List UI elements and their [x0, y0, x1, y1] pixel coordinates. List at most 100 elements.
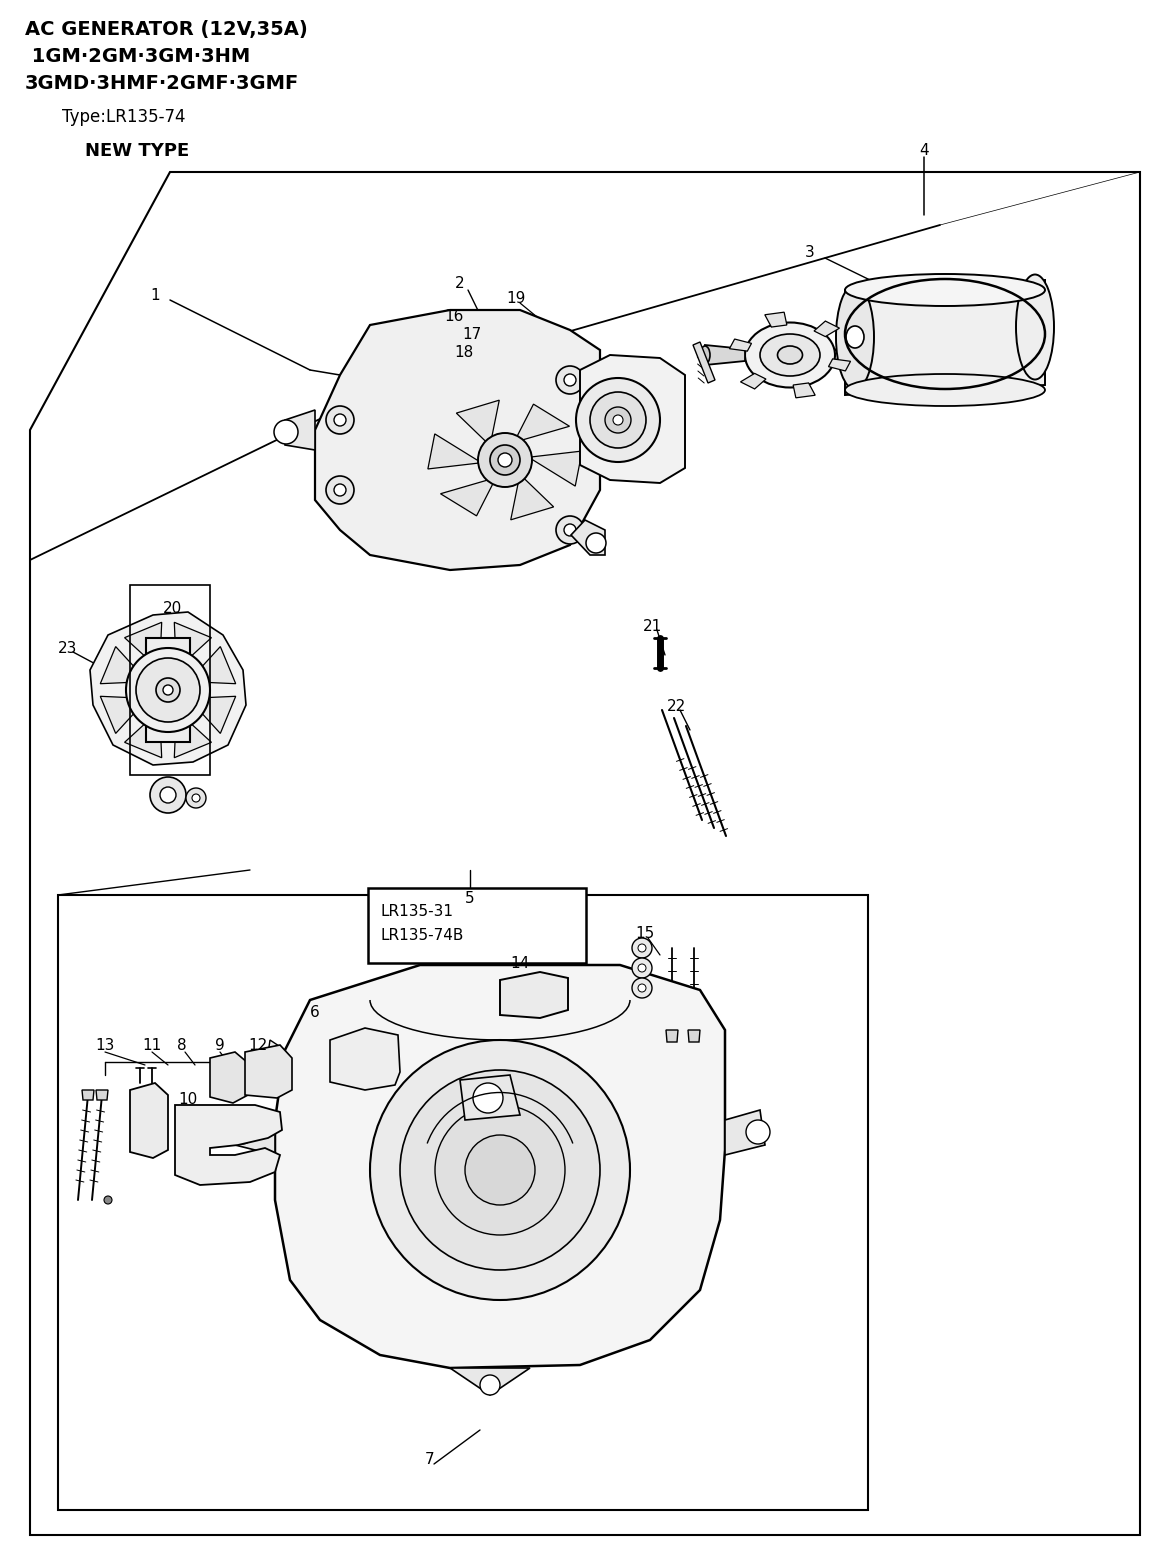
Text: 3: 3	[805, 245, 815, 259]
Polygon shape	[235, 1111, 275, 1155]
Ellipse shape	[846, 326, 864, 347]
Circle shape	[326, 476, 354, 504]
Circle shape	[564, 524, 576, 537]
Circle shape	[478, 433, 532, 487]
Polygon shape	[450, 1368, 531, 1394]
Polygon shape	[210, 1052, 248, 1103]
Circle shape	[498, 453, 512, 467]
Polygon shape	[724, 1111, 765, 1155]
Text: 20: 20	[163, 600, 181, 616]
Circle shape	[586, 534, 606, 554]
Ellipse shape	[1016, 275, 1054, 380]
Polygon shape	[91, 613, 246, 765]
Circle shape	[104, 1196, 111, 1204]
Circle shape	[192, 794, 200, 802]
Polygon shape	[124, 710, 161, 758]
Text: 14: 14	[511, 955, 529, 971]
Text: 12: 12	[248, 1039, 268, 1053]
Text: 2: 2	[455, 276, 464, 290]
Polygon shape	[174, 622, 211, 670]
Circle shape	[632, 959, 652, 979]
Circle shape	[274, 420, 298, 444]
Polygon shape	[124, 622, 161, 670]
Circle shape	[639, 983, 646, 993]
Polygon shape	[460, 1075, 520, 1120]
Text: 5: 5	[466, 890, 475, 906]
Polygon shape	[765, 312, 787, 327]
Text: 9: 9	[215, 1039, 225, 1053]
Circle shape	[147, 670, 188, 710]
Bar	[368, 889, 586, 963]
Text: 13: 13	[95, 1039, 115, 1053]
Polygon shape	[330, 1028, 401, 1090]
Ellipse shape	[778, 346, 802, 364]
Polygon shape	[175, 1104, 282, 1185]
Circle shape	[127, 648, 210, 732]
Circle shape	[556, 516, 584, 544]
Text: 8: 8	[178, 1039, 187, 1053]
Circle shape	[370, 1041, 630, 1300]
Text: Type:LR135-74: Type:LR135-74	[62, 109, 186, 126]
Text: 10: 10	[179, 1092, 197, 1107]
Circle shape	[473, 1083, 503, 1114]
Text: AC GENERATOR (12V,35A): AC GENERATOR (12V,35A)	[26, 20, 308, 39]
Circle shape	[564, 374, 576, 386]
Text: 19: 19	[506, 290, 526, 306]
Text: 18: 18	[454, 344, 474, 360]
Polygon shape	[284, 409, 315, 450]
Text: 11: 11	[143, 1039, 161, 1053]
Polygon shape	[265, 1041, 284, 1083]
Circle shape	[556, 366, 584, 394]
Polygon shape	[693, 343, 715, 383]
Circle shape	[160, 786, 176, 803]
Ellipse shape	[845, 275, 1045, 306]
Circle shape	[632, 979, 652, 997]
Circle shape	[401, 1070, 600, 1270]
Ellipse shape	[700, 346, 711, 364]
Text: LR135-74B: LR135-74B	[380, 927, 463, 943]
Polygon shape	[580, 355, 685, 482]
Circle shape	[326, 406, 354, 434]
Polygon shape	[428, 434, 505, 468]
Circle shape	[490, 445, 520, 475]
Polygon shape	[729, 340, 751, 351]
Text: NEW TYPE: NEW TYPE	[85, 143, 189, 160]
Circle shape	[230, 1120, 254, 1145]
Polygon shape	[275, 965, 724, 1368]
Polygon shape	[505, 461, 554, 520]
Polygon shape	[688, 1030, 700, 1042]
Circle shape	[136, 658, 200, 723]
Polygon shape	[82, 1090, 94, 1100]
Polygon shape	[666, 1030, 678, 1042]
Polygon shape	[845, 281, 1045, 396]
Text: 17: 17	[462, 327, 482, 341]
Circle shape	[163, 686, 173, 695]
Polygon shape	[188, 696, 236, 734]
Polygon shape	[505, 451, 582, 485]
Polygon shape	[100, 647, 147, 684]
Circle shape	[186, 788, 205, 808]
Ellipse shape	[760, 333, 820, 375]
Circle shape	[160, 682, 176, 698]
Polygon shape	[829, 358, 851, 371]
Circle shape	[632, 938, 652, 959]
Circle shape	[479, 1376, 500, 1394]
Polygon shape	[100, 696, 147, 734]
Polygon shape	[505, 405, 570, 461]
Ellipse shape	[845, 374, 1045, 406]
Polygon shape	[315, 310, 600, 571]
Polygon shape	[245, 1045, 293, 1098]
Text: 21: 21	[642, 619, 662, 633]
Circle shape	[435, 1104, 565, 1235]
Polygon shape	[174, 710, 211, 758]
Polygon shape	[500, 972, 568, 1017]
Polygon shape	[705, 344, 745, 364]
Circle shape	[466, 1135, 535, 1205]
Text: 4: 4	[920, 143, 929, 158]
Polygon shape	[741, 374, 766, 389]
Text: 7: 7	[425, 1452, 435, 1467]
Text: 16: 16	[445, 309, 463, 324]
Polygon shape	[440, 461, 505, 516]
Polygon shape	[96, 1090, 108, 1100]
Polygon shape	[456, 400, 505, 461]
